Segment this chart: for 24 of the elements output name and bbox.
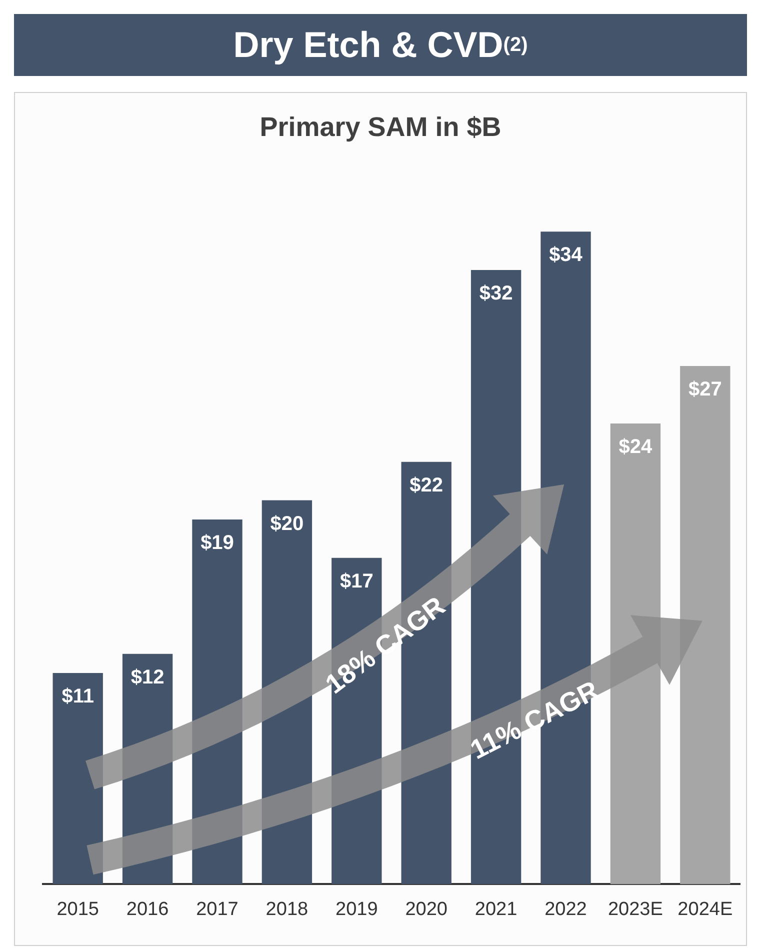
x-tick-label: 2022 (544, 898, 587, 920)
data-label: $22 (410, 474, 444, 496)
x-tick-label: 2020 (405, 898, 448, 920)
x-tick-label: 2019 (336, 898, 378, 920)
data-label: $34 (549, 244, 584, 266)
x-tick-label: 2017 (196, 898, 238, 920)
x-tick-label: 2021 (474, 898, 518, 920)
chart-title: Dry Etch & CVD$^{(2)}$ (14, 14, 747, 76)
data-label: $32 (479, 282, 513, 304)
chart-subtitle: Primary SAM in $B (258, 112, 502, 143)
data-label: $11 (62, 686, 94, 708)
x-tick-label: 2015 (56, 898, 99, 920)
x-tick-label: 2024E (678, 898, 733, 920)
data-label: $12 (130, 666, 164, 688)
bar (680, 366, 730, 884)
data-label: $17 (340, 570, 374, 592)
x-tick-label: 2016 (126, 898, 169, 920)
data-label: $24 (618, 436, 654, 458)
data-label: $27 (688, 378, 722, 400)
data-label: $19 (200, 532, 234, 554)
x-tick-label: 2018 (266, 898, 308, 920)
data-label: $20 (270, 512, 304, 535)
bar (52, 673, 103, 884)
x-tick-label: 2023E (608, 898, 663, 920)
